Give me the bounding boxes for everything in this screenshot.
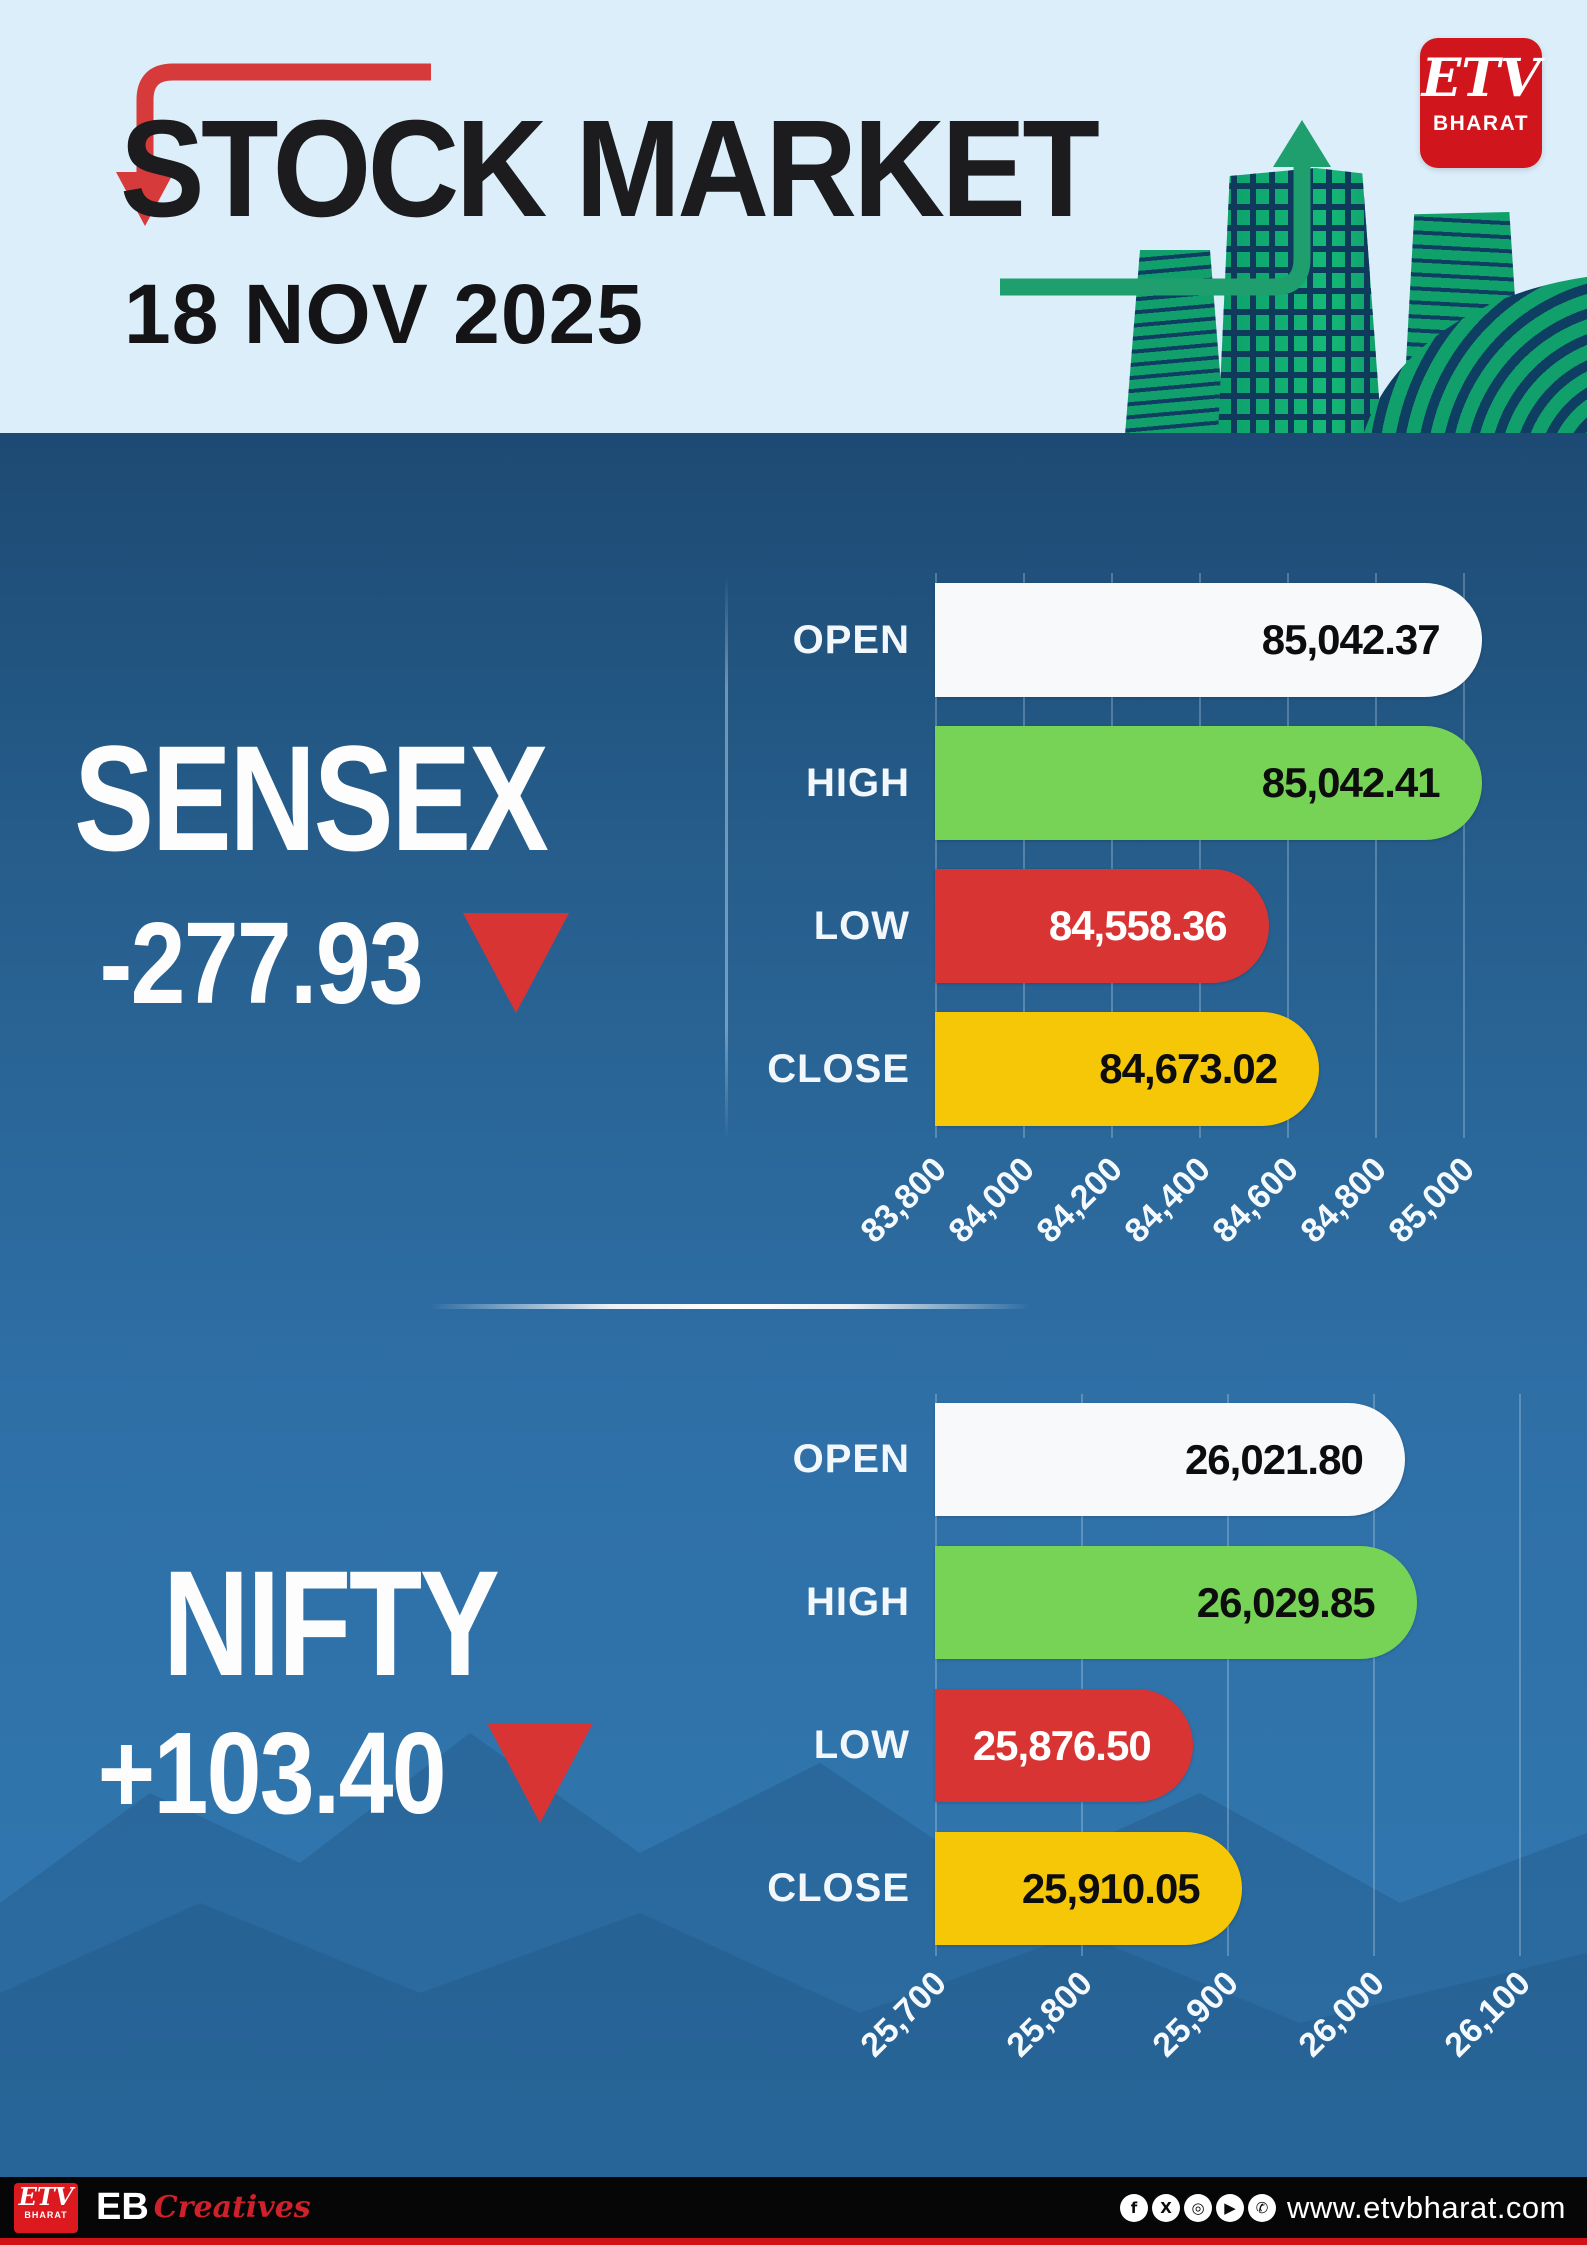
- gridline: [1199, 573, 1201, 1138]
- credit-creatives-text: Creatives: [153, 2190, 311, 2225]
- sensex-bar-open: 85,042.37: [935, 583, 1482, 697]
- sensex-bar-high: 85,042.41: [935, 726, 1482, 840]
- gridline: [1023, 573, 1025, 1138]
- nifty-bar-close: 25,910.05: [935, 1832, 1242, 1945]
- website-url[interactable]: www.etvbharat.com: [1287, 2190, 1566, 2225]
- gridline: [1375, 573, 1377, 1138]
- footer-red-strip: [0, 2238, 1587, 2245]
- footer-bar: [0, 2177, 1587, 2238]
- bar-label-high: HIGH: [806, 1580, 910, 1624]
- decorative-streak: [725, 575, 728, 1140]
- youtube-icon[interactable]: ▶: [1216, 2193, 1244, 2222]
- nifty-change-value: +103.40: [97, 1708, 446, 1838]
- bar-label-open: OPEN: [792, 1437, 910, 1481]
- bar-label-low: LOW: [813, 1723, 910, 1767]
- date-text: 18 NOV 2025: [124, 267, 645, 361]
- red-down-arrow-icon: [116, 63, 431, 226]
- sensex-bar-low: 84,558.36: [935, 869, 1269, 983]
- section-divider: [430, 1304, 1030, 1309]
- etv-logo-glyph: ETV: [18, 2182, 74, 2211]
- gridline: [1227, 1394, 1229, 1956]
- nifty-bar-open: 26,021.80: [935, 1403, 1405, 1516]
- facebook-icon[interactable]: f: [1120, 2193, 1148, 2222]
- sensex-title: SENSEX: [73, 714, 549, 882]
- nifty-bar-low: 25,876.50: [935, 1689, 1193, 1802]
- gridline: [1111, 573, 1113, 1138]
- page-title: STOCK MARKET: [120, 92, 1100, 246]
- sensex-change-value: -277.93: [99, 898, 424, 1028]
- gridline: [1081, 1394, 1083, 1956]
- nifty-change: +103.40: [0, 1715, 660, 1831]
- credit-eb-text: EB: [96, 2186, 149, 2228]
- etv-bharat-footer-logo: ETV BHARAT: [14, 2183, 78, 2233]
- etv-bharat-logo: ETV BHARAT: [1420, 38, 1542, 168]
- social-icons-row: f X ◎ ▶ ✆: [1120, 2177, 1276, 2238]
- x-twitter-icon[interactable]: X: [1152, 2193, 1180, 2222]
- etv-logo-bharat-label: BHARAT: [1432, 112, 1530, 135]
- green-up-arrow-icon: [1000, 120, 1331, 296]
- header: STOCK MARKET 18 NOV 2025 ETV BHARAT: [0, 0, 1587, 433]
- whatsapp-icon[interactable]: ✆: [1248, 2193, 1276, 2222]
- gridline: [935, 573, 937, 1138]
- gridline: [1519, 1394, 1521, 1956]
- eb-creatives-credit: EB Creatives: [96, 2177, 311, 2238]
- sensex-change: -277.93: [0, 905, 640, 1021]
- bar-label-open: OPEN: [792, 618, 910, 662]
- gridline: [935, 1394, 937, 1956]
- etv-logo-bharat-label: BHARAT: [24, 2210, 68, 2221]
- bar-label-close: CLOSE: [767, 1047, 910, 1091]
- bar-label-low: LOW: [813, 904, 910, 948]
- nifty-bar-high: 26,029.85: [935, 1546, 1417, 1659]
- etv-logo-glyph: ETV: [1421, 48, 1541, 109]
- bar-label-high: HIGH: [806, 761, 910, 805]
- gridline: [1463, 573, 1465, 1138]
- down-triangle-icon: [462, 913, 569, 1013]
- nifty-title: NIFTY: [162, 1539, 500, 1707]
- down-triangle-icon: [487, 1723, 594, 1823]
- gridline: [1373, 1394, 1375, 1956]
- gridline: [1287, 573, 1289, 1138]
- sensex-bar-close: 84,673.02: [935, 1012, 1320, 1126]
- instagram-icon[interactable]: ◎: [1184, 2193, 1212, 2222]
- bar-label-close: CLOSE: [767, 1866, 910, 1910]
